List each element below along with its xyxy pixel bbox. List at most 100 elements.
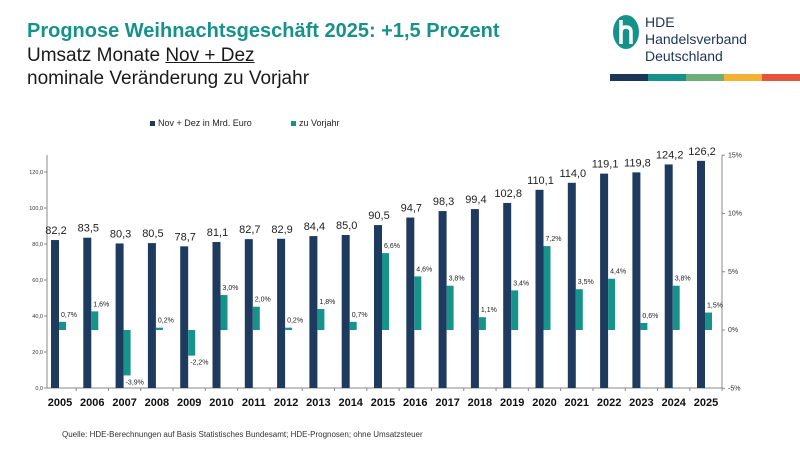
change-data-label: -3,9% xyxy=(126,379,144,386)
revenue-bar xyxy=(180,246,189,388)
page-title: Prognose Weihnachtsgeschäft 2025: +1,5 P… xyxy=(27,20,500,42)
subtitle-underlined: Nov + Dez xyxy=(165,45,255,66)
logo-stripe xyxy=(610,74,648,81)
change-bar xyxy=(575,289,583,330)
subtitle: Umsatz Monate Nov + Dez xyxy=(27,45,255,67)
x-tick-label: 2008 xyxy=(145,397,169,409)
x-tick-label: 2010 xyxy=(209,397,233,409)
change-data-label: 0,6% xyxy=(642,313,658,320)
change-bar xyxy=(349,321,357,330)
change-bar xyxy=(608,278,616,330)
left-tick-label: 80,0 xyxy=(32,242,43,248)
revenue-data-label: 82,2 xyxy=(45,225,66,237)
change-data-label: 3,8% xyxy=(675,276,691,283)
revenue-bar xyxy=(535,189,544,388)
revenue-data-label: 84,4 xyxy=(304,221,325,233)
change-bar xyxy=(252,306,260,330)
change-bar xyxy=(123,330,131,376)
revenue-bar xyxy=(147,243,156,388)
revenue-data-label: 110,1 xyxy=(527,175,554,187)
revenue-data-label: 82,9 xyxy=(271,224,292,236)
change-data-label: 3,5% xyxy=(578,279,594,286)
change-data-label: 0,2% xyxy=(287,318,303,325)
x-tick-label: 2013 xyxy=(306,397,330,409)
x-tick-label: 2023 xyxy=(629,397,653,409)
right-tick-label: 5% xyxy=(728,269,738,276)
change-bar xyxy=(220,295,228,330)
revenue-bar xyxy=(503,202,512,388)
subtitle-prefix: Umsatz Monate xyxy=(27,45,166,66)
logo-text: HDE Handelsverband Deutschland xyxy=(645,14,747,65)
change-bar xyxy=(446,285,454,330)
revenue-data-label: 98,3 xyxy=(433,196,454,208)
x-tick-label: 2017 xyxy=(435,397,459,409)
revenue-data-label: 85,0 xyxy=(336,220,357,232)
x-tick-label: 2020 xyxy=(532,397,556,409)
revenue-bar xyxy=(600,173,609,388)
revenue-data-label: 78,7 xyxy=(174,231,195,243)
x-tick-label: 2015 xyxy=(371,397,395,409)
revenue-data-label: 114,0 xyxy=(559,168,586,180)
revenue-bar xyxy=(212,242,221,388)
logo-stripe xyxy=(762,74,800,81)
left-tick-label: 60,0 xyxy=(32,278,43,284)
x-tick-label: 2021 xyxy=(565,397,589,409)
change-data-label: 0,7% xyxy=(61,312,77,319)
legend-item-revenue: Nov + Dez in Mrd. Euro xyxy=(150,118,252,128)
revenue-bar xyxy=(664,164,673,388)
change-bar xyxy=(59,321,66,330)
left-tick-label: 100,0 xyxy=(29,206,43,212)
change-data-label: 3,0% xyxy=(223,285,239,292)
change-bar xyxy=(414,276,422,330)
logo-line-2: Handelsverband xyxy=(645,31,747,47)
x-tick-label: 2005 xyxy=(48,397,72,409)
change-data-label: 0,2% xyxy=(158,318,174,325)
change-data-label: 4,4% xyxy=(610,269,626,276)
revenue-bar xyxy=(115,243,124,388)
revenue-data-label: 83,5 xyxy=(78,223,99,235)
change-data-label: 1,8% xyxy=(319,299,335,306)
revenue-bar xyxy=(697,160,705,388)
right-tick-label: 15% xyxy=(728,152,742,159)
revenue-data-label: 126,2 xyxy=(688,146,716,158)
logo-line-1: HDE xyxy=(645,14,675,30)
revenue-bar xyxy=(470,209,479,388)
change-data-label: 3,4% xyxy=(513,280,529,287)
change-data-label: 3,8% xyxy=(449,276,465,283)
change-bar xyxy=(188,330,196,356)
legend-swatch xyxy=(150,120,155,126)
change-bar xyxy=(511,290,519,330)
left-tick-label: 20,0 xyxy=(32,350,43,356)
source-note: Quelle: HDE-Berechnungen auf Basis Stati… xyxy=(62,430,423,439)
x-tick-label: 2016 xyxy=(403,397,427,409)
revenue-data-label: 81,1 xyxy=(207,227,228,239)
change-data-label: 6,6% xyxy=(384,243,400,250)
left-tick-label: 40,0 xyxy=(32,314,43,320)
revenue-data-label: 82,7 xyxy=(239,224,260,236)
revenue-data-label: 119,1 xyxy=(592,159,619,171)
revenue-data-label: 102,8 xyxy=(494,188,522,200)
legend-label: zu Vorjahr xyxy=(299,118,340,128)
x-tick-label: 2025 xyxy=(694,397,718,409)
revenue-data-label: 80,5 xyxy=(142,228,163,240)
revenue-bar xyxy=(309,236,318,388)
change-bar xyxy=(317,309,325,330)
x-tick-label: 2011 xyxy=(242,397,266,409)
revenue-bar xyxy=(51,240,59,388)
change-data-label: 1,1% xyxy=(481,307,497,314)
change-data-label: 2,0% xyxy=(255,297,271,304)
x-tick-label: 2009 xyxy=(177,397,201,409)
revenue-data-label: 80,3 xyxy=(110,228,131,240)
change-bar xyxy=(382,253,389,330)
right-tick-label: 10% xyxy=(728,211,742,218)
right-tick-label: 0% xyxy=(728,327,738,334)
change-data-label: 1,6% xyxy=(93,301,109,308)
hde-logo-icon xyxy=(613,15,639,49)
change-bar xyxy=(91,311,99,330)
revenue-bar xyxy=(83,237,92,388)
left-tick-label: 0,0 xyxy=(35,386,43,392)
legend-label: Nov + Dez in Mrd. Euro xyxy=(158,118,252,128)
revenue-bar xyxy=(244,239,253,388)
